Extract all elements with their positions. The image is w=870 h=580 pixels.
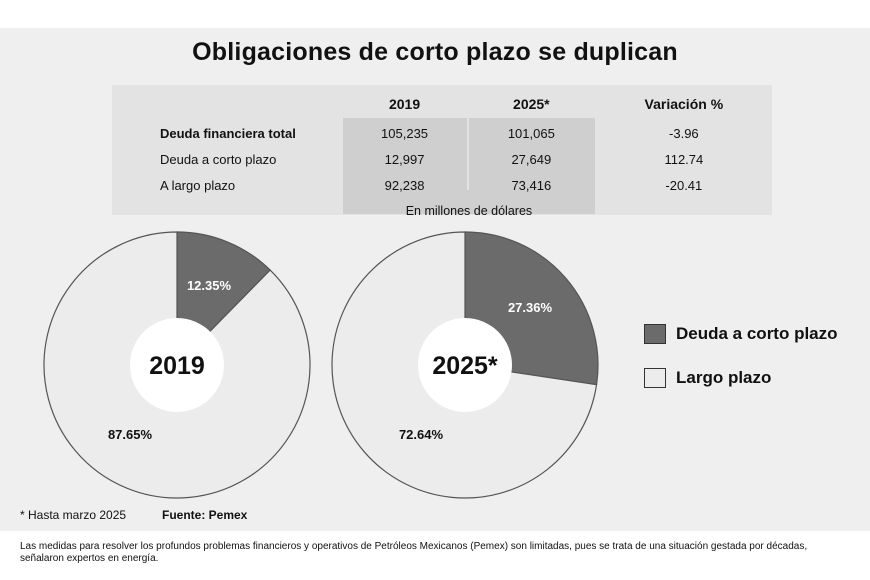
pie-center-label-2025: 2025* (432, 352, 498, 380)
pie-chart-2025: 2025* 27.36% 72.64% (331, 231, 599, 499)
legend-swatch-corto-plazo (644, 324, 666, 344)
pie-center-label-2019: 2019 (149, 352, 205, 380)
table-row: Deuda financiera total 105,235 101,065 -… (112, 120, 772, 146)
row-label: A largo plazo (160, 177, 236, 193)
cell-2019: 92,238 (384, 177, 425, 193)
cell-2025: 101,065 (507, 125, 555, 141)
table-row: Deuda a corto plazo 12,997 27,649 112.74 (112, 146, 772, 172)
table-column-divider (467, 118, 469, 190)
cell-variacion: -3.96 (669, 125, 699, 141)
table-note-row: En millones de dólares (112, 198, 772, 224)
legend-label-largo-plazo: Largo plazo (676, 368, 772, 387)
cell-variacion: 112.74 (664, 151, 704, 167)
chart-title: Obligaciones de corto plazo se duplican (192, 38, 678, 66)
cell-2019: 12,997 (384, 151, 425, 167)
table-header-variacion: Variación % (644, 96, 724, 112)
cell-variacion: -20.41 (665, 177, 703, 193)
pie-center-hole-2019 (130, 318, 224, 412)
unit-note: En millones de dólares (405, 204, 533, 218)
pie-data-label-short-2025: 27.36% (508, 300, 553, 315)
pie-center-hole-2025 (418, 318, 512, 412)
legend-swatch-largo-plazo (644, 368, 666, 388)
caption-text: Las medidas para resolver los profundos … (20, 541, 808, 564)
pie-data-label-long-2019: 87.65% (108, 427, 153, 442)
footnote-asterisk: * Hasta marzo 2025 (20, 508, 127, 522)
pie-chart-2019: 2019 12.35% 87.65% (43, 231, 311, 499)
legend-item-largo-plazo: Largo plazo (644, 367, 771, 389)
legend-label-corto-plazo: Deuda a corto plazo (676, 324, 838, 343)
table-header-row: 2019 2025* Variación % (112, 88, 772, 120)
cell-2025: 73,416 (511, 177, 552, 193)
debt-table: 2019 2025* Variación % Deuda financiera … (112, 88, 772, 224)
table-header-2025: 2025* (513, 96, 550, 112)
pie-data-label-long-2025: 72.64% (399, 427, 444, 442)
row-label: Deuda financiera total (160, 125, 296, 141)
table-value-columns-shade (343, 118, 595, 214)
table-header-2019: 2019 (388, 96, 421, 112)
cell-2025: 27,649 (511, 151, 552, 167)
table-row: A largo plazo 92,238 73,416 -20.41 (112, 172, 772, 198)
footnote-source: Fuente: Pemex (162, 508, 248, 522)
legend-item-corto-plazo: Deuda a corto plazo (644, 323, 838, 345)
row-label: Deuda a corto plazo (160, 151, 277, 167)
pie-data-label-short-2019: 12.35% (187, 278, 232, 293)
cell-2019: 105,235 (381, 125, 429, 141)
